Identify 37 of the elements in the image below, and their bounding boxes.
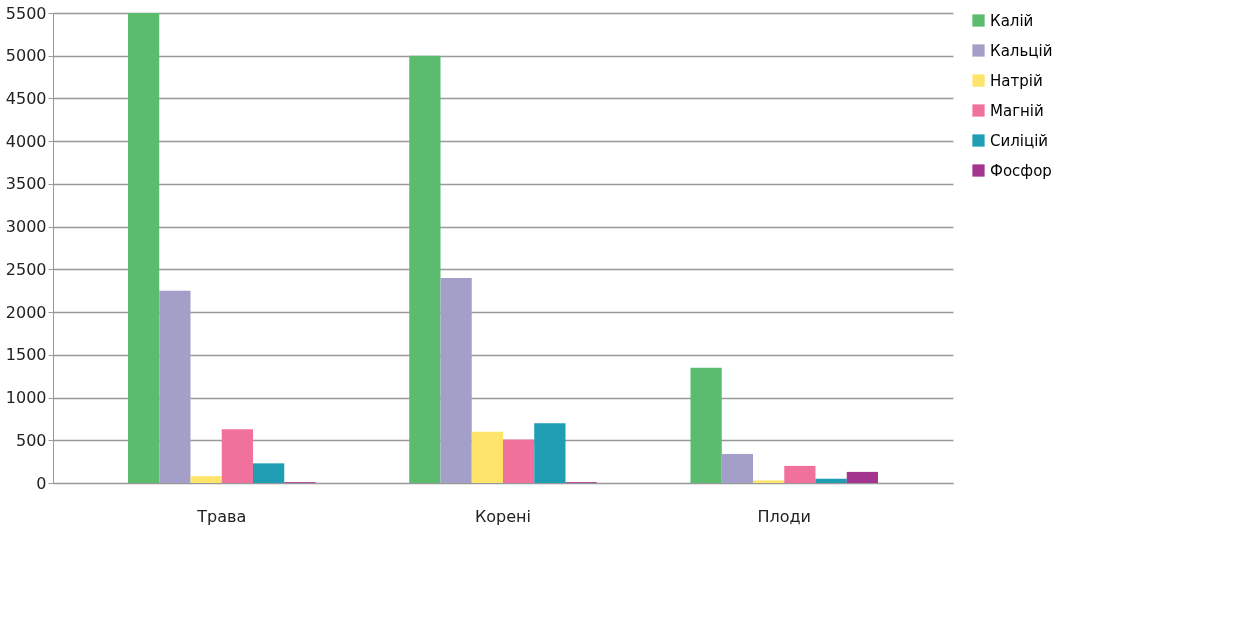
x-tick-label: Плоди (757, 506, 812, 526)
bar (690, 367, 722, 483)
y-tick-label: 2000 (5, 302, 47, 322)
bar (409, 55, 441, 483)
y-tick-label: 5500 (5, 3, 47, 23)
x-tick-label: Трава (196, 506, 247, 526)
y-tick-label: 1500 (5, 345, 47, 365)
bar (753, 480, 785, 483)
y-tick-label: 3000 (5, 217, 47, 237)
y-tick-label: 3500 (5, 174, 47, 194)
y-tick-label: 1000 (5, 388, 47, 408)
legend-label: Кальцій (990, 41, 1053, 60)
legend-label: Фосфор (990, 161, 1052, 180)
bar (534, 423, 566, 483)
bar (440, 277, 472, 483)
y-tick-label: 500 (15, 430, 47, 450)
legend-label: Силіцій (990, 131, 1049, 150)
y-tick-label: 4000 (5, 131, 47, 151)
y-tick-label: 0 (36, 473, 47, 493)
y-tick-label: 4500 (5, 88, 47, 108)
bar (128, 13, 160, 483)
bar (815, 478, 847, 483)
bar (784, 465, 816, 483)
legend-label: Магній (990, 101, 1044, 120)
y-tick-label: 5000 (5, 46, 47, 66)
bar (503, 439, 535, 483)
bar (721, 453, 753, 483)
legend-label: Натрій (990, 71, 1043, 90)
x-tick-label: Корені (474, 506, 532, 526)
bar (190, 476, 222, 483)
bar (253, 463, 285, 483)
y-tick-label: 2500 (5, 259, 47, 279)
bar (846, 471, 878, 483)
bar (471, 431, 503, 483)
bar (221, 429, 253, 483)
bar (159, 290, 191, 483)
legend-label: Калій (990, 11, 1034, 30)
